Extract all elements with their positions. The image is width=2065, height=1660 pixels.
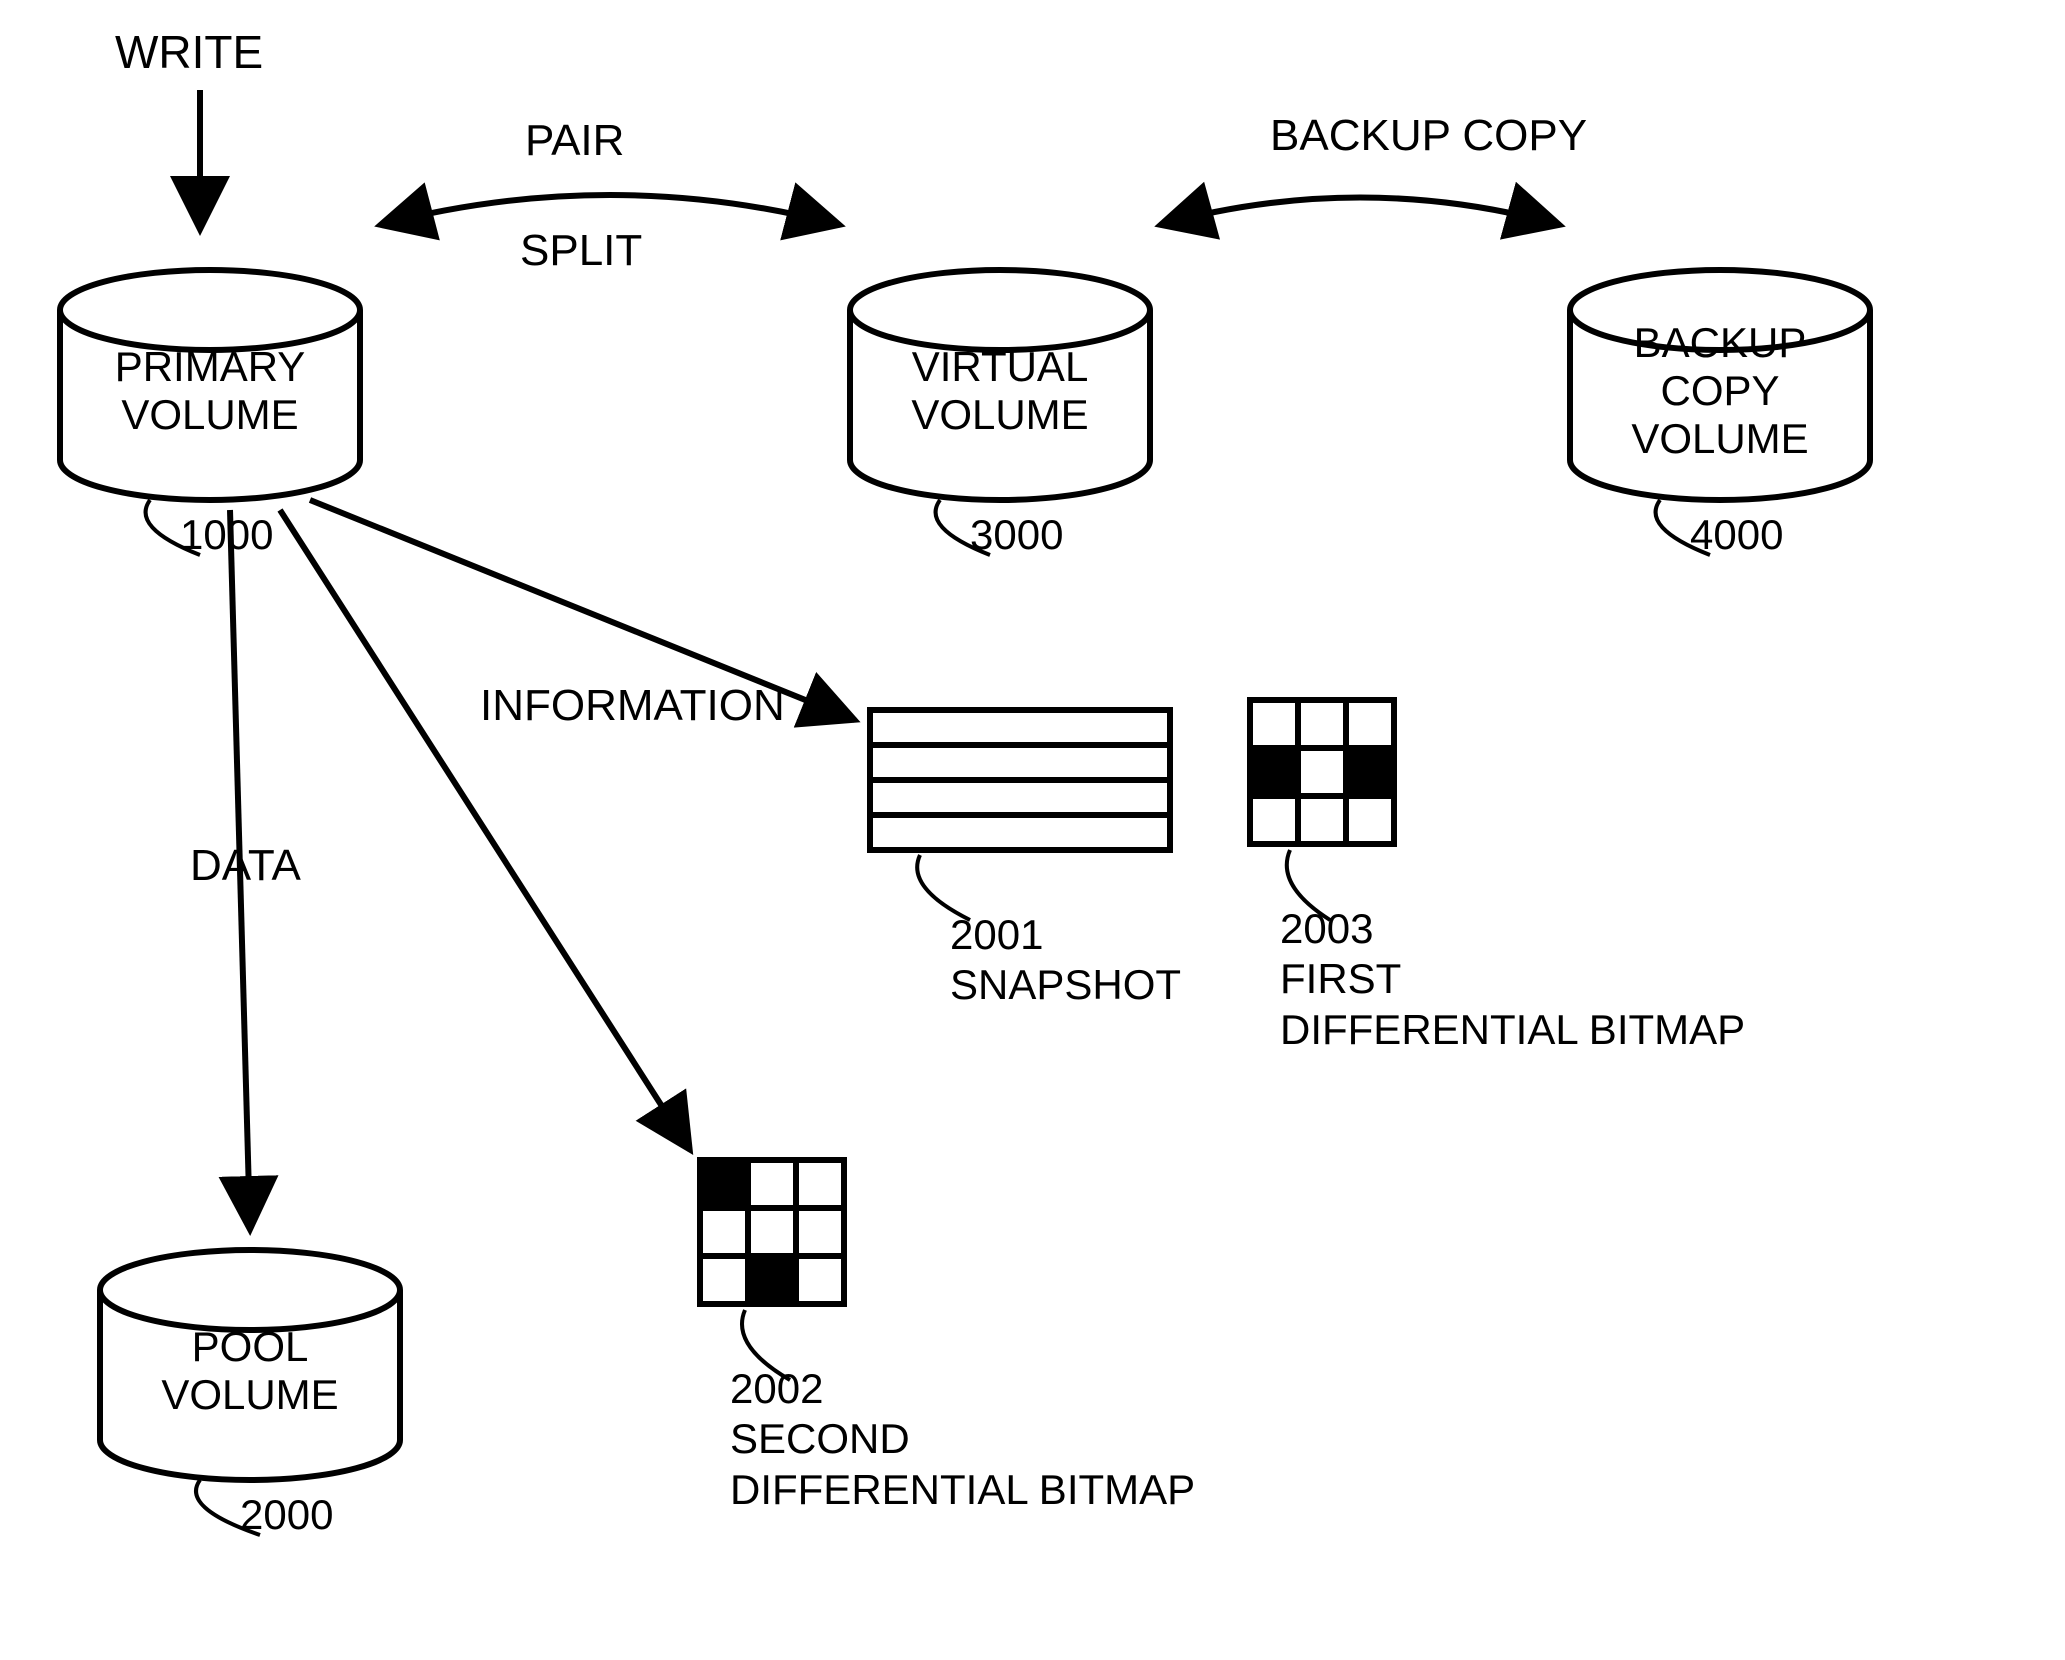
label-split: SPLIT [520,225,642,278]
diagram-canvas: PRIMARY VOLUME 1000 VIRTUAL VOLUME 3000 BACK… [0,0,2065,1660]
cylinder-num-primary: 1000 [180,510,273,560]
cylinder-num-pool: 2000 [240,1490,333,1540]
arrow-pair_split [380,195,840,225]
snapshot-caption: 2001 SNAPSHOT [950,910,1181,1011]
label-backup_copy: BACKUP COPY [1270,110,1587,163]
bitmap-caption-first: 2003 FIRST DIFFERENTIAL BITMAP [1280,904,1745,1055]
label-data: DATA [190,840,301,893]
cylinder-label-primary: PRIMARY VOLUME [60,343,360,440]
label-information: INFORMATION [480,680,785,733]
label-pair: PAIR [525,115,624,168]
arrow-to_second [280,510,690,1150]
cylinder-num-virtual: 3000 [970,510,1063,560]
bitmap-second [700,1160,844,1304]
cylinder-label-pool: POOL VOLUME [100,1323,400,1420]
bitmap-caption-second: 2002 SECOND DIFFERENTIAL BITMAP [730,1364,1195,1515]
bitmap-first [1250,700,1394,844]
snapshot-table [870,710,1170,850]
arrow-backup [1160,198,1560,226]
cylinder-label-backup: BACKUP COPY VOLUME [1570,319,1870,464]
cylinder-label-virtual: VIRTUAL VOLUME [850,343,1150,440]
cylinder-num-backup: 4000 [1690,510,1783,560]
label-write: WRITE [115,25,263,80]
